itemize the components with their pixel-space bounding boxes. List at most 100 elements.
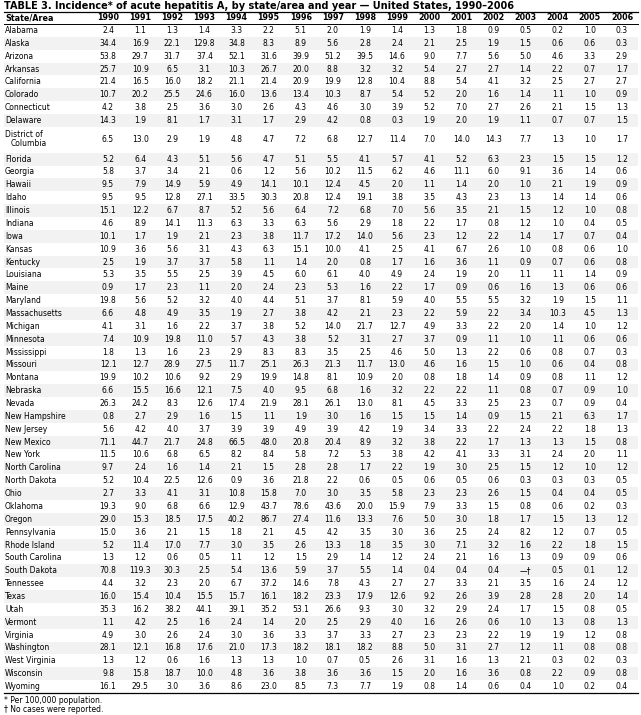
- Text: 27.1: 27.1: [196, 193, 213, 202]
- Text: 0.8: 0.8: [487, 219, 499, 228]
- Text: 3.7: 3.7: [231, 322, 242, 331]
- Text: 1.6: 1.6: [199, 412, 210, 421]
- Text: 1.8: 1.8: [488, 515, 499, 524]
- Text: 3.2: 3.2: [423, 605, 435, 614]
- Text: 3.1: 3.1: [231, 116, 242, 125]
- Text: 1.0: 1.0: [616, 386, 628, 395]
- Text: 2.2: 2.2: [455, 438, 467, 447]
- Text: 1.5: 1.5: [263, 463, 274, 473]
- Bar: [4, 37, 638, 50]
- Text: 4.9: 4.9: [295, 425, 307, 434]
- Text: 3.6: 3.6: [327, 669, 339, 679]
- Text: 2.4: 2.4: [487, 605, 499, 614]
- Text: 4.4: 4.4: [263, 296, 275, 305]
- Text: 71.1: 71.1: [100, 438, 117, 447]
- Text: 1.3: 1.3: [584, 515, 596, 524]
- Text: 21.0: 21.0: [228, 644, 245, 653]
- Text: 1.5: 1.5: [487, 360, 499, 370]
- Text: 3.9: 3.9: [327, 425, 339, 434]
- Text: 3.6: 3.6: [423, 528, 435, 537]
- Text: 1.6: 1.6: [455, 669, 467, 679]
- Text: 3.5: 3.5: [327, 347, 339, 357]
- Text: 3.8: 3.8: [295, 335, 307, 344]
- Text: 2.3: 2.3: [199, 347, 210, 357]
- Text: 1.7: 1.7: [616, 64, 628, 74]
- Text: 1.3: 1.3: [616, 425, 628, 434]
- Text: 4.2: 4.2: [327, 528, 339, 537]
- Text: 1.4: 1.4: [455, 180, 467, 189]
- Text: 4.6: 4.6: [423, 360, 435, 370]
- Text: 1.9: 1.9: [584, 180, 596, 189]
- Text: 0.5: 0.5: [616, 605, 628, 614]
- Text: Maryland: Maryland: [5, 296, 41, 305]
- Text: 53.8: 53.8: [99, 51, 117, 61]
- Text: 3.6: 3.6: [359, 669, 371, 679]
- Text: 129.8: 129.8: [194, 39, 215, 48]
- Text: 4.9: 4.9: [391, 270, 403, 280]
- Text: 0.2: 0.2: [584, 682, 596, 691]
- Text: 3.6: 3.6: [198, 103, 210, 112]
- Text: 8.6: 8.6: [231, 682, 242, 691]
- Text: 1.8: 1.8: [391, 219, 403, 228]
- Text: 15.7: 15.7: [228, 592, 245, 601]
- Text: 0.2: 0.2: [552, 26, 563, 35]
- Text: 0.9: 0.9: [519, 257, 531, 267]
- Text: 1.5: 1.5: [520, 39, 531, 48]
- Text: 2002: 2002: [482, 14, 504, 22]
- Text: 3.9: 3.9: [487, 592, 499, 601]
- Text: 11.7: 11.7: [292, 232, 309, 241]
- Text: 1.1: 1.1: [584, 373, 595, 383]
- Text: 10.4: 10.4: [164, 592, 181, 601]
- Text: 20.0: 20.0: [356, 502, 374, 511]
- Text: 44.1: 44.1: [196, 605, 213, 614]
- Text: 43.6: 43.6: [324, 502, 342, 511]
- Text: Iowa: Iowa: [5, 232, 23, 241]
- Text: 1.8: 1.8: [359, 541, 371, 550]
- Text: 2.9: 2.9: [327, 553, 339, 563]
- Text: 1.4: 1.4: [552, 193, 563, 202]
- Text: 3.8: 3.8: [391, 193, 403, 202]
- Text: 11.7: 11.7: [228, 360, 245, 370]
- Text: 0.9: 0.9: [519, 373, 531, 383]
- Text: 7.5: 7.5: [231, 386, 242, 395]
- Text: —†: —†: [520, 566, 531, 576]
- Text: 2.2: 2.2: [488, 322, 499, 331]
- Text: 3.0: 3.0: [455, 515, 467, 524]
- Text: 6.6: 6.6: [198, 502, 210, 511]
- Text: 12.9: 12.9: [228, 502, 245, 511]
- Bar: [4, 307, 638, 320]
- Text: 1.6: 1.6: [359, 412, 371, 421]
- Text: 2.0: 2.0: [327, 257, 339, 267]
- Text: 1.3: 1.3: [487, 656, 499, 666]
- Text: 8.9: 8.9: [295, 39, 307, 48]
- Text: 2.1: 2.1: [552, 412, 563, 421]
- Text: 27.5: 27.5: [196, 360, 213, 370]
- Text: 1.4: 1.4: [391, 566, 403, 576]
- Text: 1.9: 1.9: [487, 116, 499, 125]
- Text: 6.8: 6.8: [166, 450, 178, 460]
- Text: 5.2: 5.2: [327, 335, 339, 344]
- Text: 16.8: 16.8: [164, 644, 181, 653]
- Text: 5.0: 5.0: [423, 644, 435, 653]
- Text: 2.7: 2.7: [263, 309, 274, 318]
- Text: 3.3: 3.3: [487, 450, 499, 460]
- Text: 0.8: 0.8: [616, 644, 628, 653]
- Text: 2000: 2000: [418, 14, 440, 22]
- Text: Texas: Texas: [5, 592, 26, 601]
- Text: 0.3: 0.3: [616, 502, 628, 511]
- Text: 2.5: 2.5: [552, 77, 563, 87]
- Text: 3.9: 3.9: [391, 103, 403, 112]
- Text: 4.1: 4.1: [359, 154, 371, 164]
- Text: 7.7: 7.7: [519, 135, 531, 144]
- Text: 1.9: 1.9: [552, 296, 563, 305]
- Text: 4.1: 4.1: [359, 245, 371, 254]
- Bar: [4, 89, 638, 102]
- Text: 1.2: 1.2: [616, 463, 628, 473]
- Text: 5.8: 5.8: [391, 489, 403, 498]
- Text: 1.4: 1.4: [199, 463, 210, 473]
- Text: 10.9: 10.9: [356, 373, 374, 383]
- Text: 44.7: 44.7: [131, 438, 149, 447]
- Text: 11.0: 11.0: [196, 335, 213, 344]
- Text: 12.1: 12.1: [196, 386, 213, 395]
- Text: 21.8: 21.8: [292, 476, 309, 485]
